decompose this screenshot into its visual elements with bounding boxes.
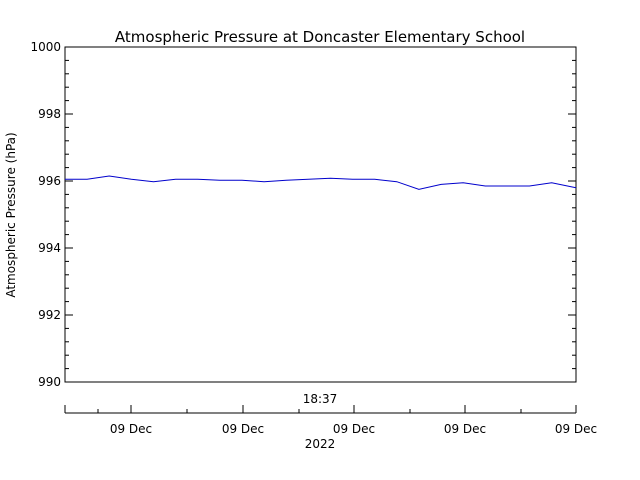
pressure-series-line [65,175,577,190]
chart-title: Atmospheric Pressure at Doncaster Elemen… [115,28,525,46]
y-axis-label: Atmospheric Pressure (hPa) [4,132,18,297]
time-label: 18:37 [303,392,338,406]
x-axis: 09 Dec 09 Dec 09 Dec 09 Dec 09 Dec [64,405,597,436]
y-tick-label: 1000 [30,40,61,54]
year-label: 2022 [305,437,336,451]
x-tick-label: 09 Dec [444,422,486,436]
x-tick-label: 09 Dec [555,422,597,436]
x-tick-label: 09 Dec [222,422,264,436]
x-tick-label: 09 Dec [110,422,152,436]
y-axis: 990 992 994 996 998 1000 [30,40,576,389]
y-tick-label: 998 [38,107,61,121]
y-tick-label: 994 [38,241,61,255]
x-tick-label: 09 Dec [333,422,375,436]
y-tick-label: 992 [38,308,61,322]
plot-frame [64,46,577,383]
y-tick-label: 990 [38,375,61,389]
y-tick-label: 996 [38,174,61,188]
series-group [65,175,577,190]
